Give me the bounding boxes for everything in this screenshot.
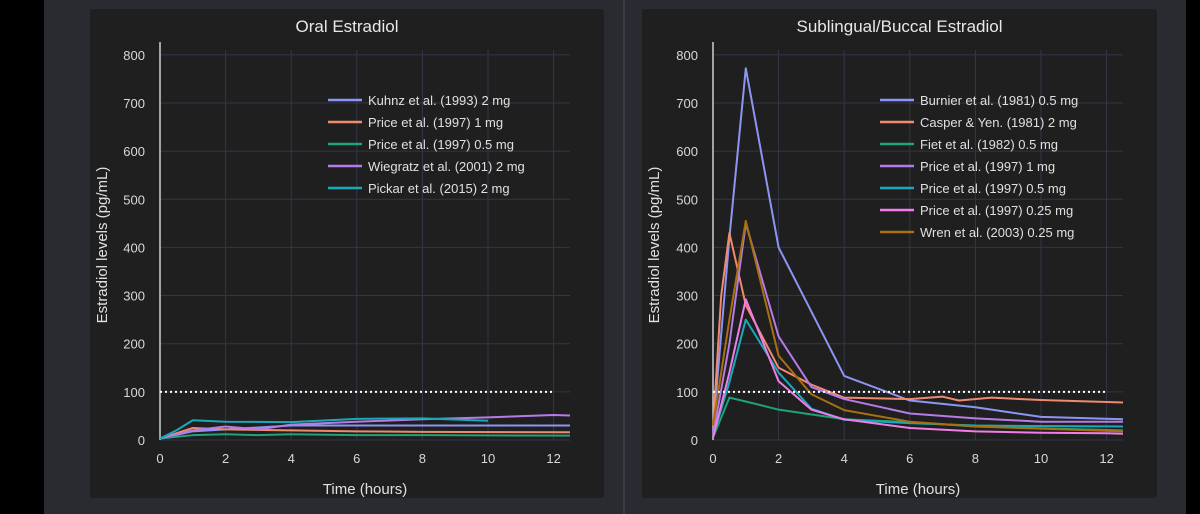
y-tick-label: 400 [676,240,698,255]
legend-label: Burnier et al. (1981) 0.5 mg [920,93,1078,108]
legend-label: Price et al. (1997) 0.5 mg [368,137,514,152]
series-line [159,426,571,440]
y-axis-label: Estradiol levels (pg/mL) [94,167,111,324]
legend-label: Price et al. (1997) 0.25 mg [920,203,1073,218]
x-tick-label: 0 [709,451,716,466]
legend-label: Price et al. (1997) 1 mg [920,159,1055,174]
x-tick-label: 12 [1099,451,1113,466]
x-tick-label: 10 [481,451,495,466]
oral-estradiol-panel: Oral Estradiol 0 2 4 6 8 10 12 0 100 200 300 400 500… [90,9,604,498]
series-line [712,67,1124,431]
series-line [712,222,1123,436]
y-tick-label: 500 [676,192,698,207]
x-tick-label: 8 [419,451,426,466]
x-tick-label: 4 [841,451,848,466]
chart-title: Oral Estradiol [295,17,399,36]
x-axis-label: Time (hours) [323,481,407,498]
x-tick-label: 2 [222,451,229,466]
legend-label: Pickar et al. (2015) 2 mg [368,181,510,196]
y-tick-label: 200 [676,337,698,352]
series-line [712,231,1124,429]
y-tick-label: 800 [123,48,145,63]
x-tick-label: 6 [353,451,360,466]
y-tick-label: 400 [123,240,145,255]
y-tick-label: 600 [676,144,698,159]
x-tick-label: 10 [1034,451,1048,466]
y-tick-label: 700 [676,96,698,111]
legend-label: Casper & Yen. (1981) 2 mg [920,115,1077,130]
y-tick-label: 100 [123,385,145,400]
series-line [159,417,489,440]
x-tick-label: 6 [906,451,913,466]
legend-label: Fiet et al. (1982) 0.5 mg [920,137,1058,152]
series-line [159,413,571,440]
series-line [712,298,1124,438]
oral-estradiol-chart: 0 2 4 6 8 10 12 0 100 200 300 400 500 600 700 800 Time (… [94,42,571,498]
series-line [159,433,571,440]
legend-label: Price et al. (1997) 1 mg [368,115,503,130]
y-tick-label: 200 [123,337,145,352]
x-tick-label: 8 [972,451,979,466]
y-tick-label: 600 [123,144,145,159]
series-line [712,219,1124,433]
y-tick-label: 500 [123,192,145,207]
x-tick-label: 12 [546,451,560,466]
y-tick-label: 300 [123,289,145,304]
legend-label: Kuhnz et al. (1993) 2 mg [368,93,510,108]
y-tick-label: 0 [691,433,698,448]
x-tick-label: 2 [775,451,782,466]
y-axis-label: Estradiol levels (pg/mL) [646,167,663,324]
y-tick-label: 0 [138,433,145,448]
x-tick-label: 4 [288,451,295,466]
x-tick-label: 0 [156,451,163,466]
y-tick-label: 800 [676,48,698,63]
y-tick-label: 700 [123,96,145,111]
y-tick-label: 100 [676,385,698,400]
panel-divider [623,0,625,514]
legend-label: Price et al. (1997) 0.5 mg [920,181,1066,196]
y-tick-label: 300 [676,289,698,304]
legend-label: Wren et al. (2003) 0.25 mg [920,225,1074,240]
x-axis-label: Time (hours) [876,481,960,498]
chart-title: Sublingual/Buccal Estradiol [796,17,1003,36]
legend: Burnier et al. (1981) 0.5 mg Casper & Yen… [880,93,1078,240]
sublingual-estradiol-panel: Sublingual/Buccal Estradiol 0 2 4 6 8 10 12 0 10… [642,9,1157,498]
legend-label: Wiegratz et al. (2001) 2 mg [368,159,525,174]
legend: Kuhnz et al. (1993) 2 mg Price et al. (19… [328,93,525,196]
sublingual-estradiol-chart: 0 2 4 6 8 10 12 0 100 200 300 400 500 600 700 800 Time (… [646,42,1124,498]
